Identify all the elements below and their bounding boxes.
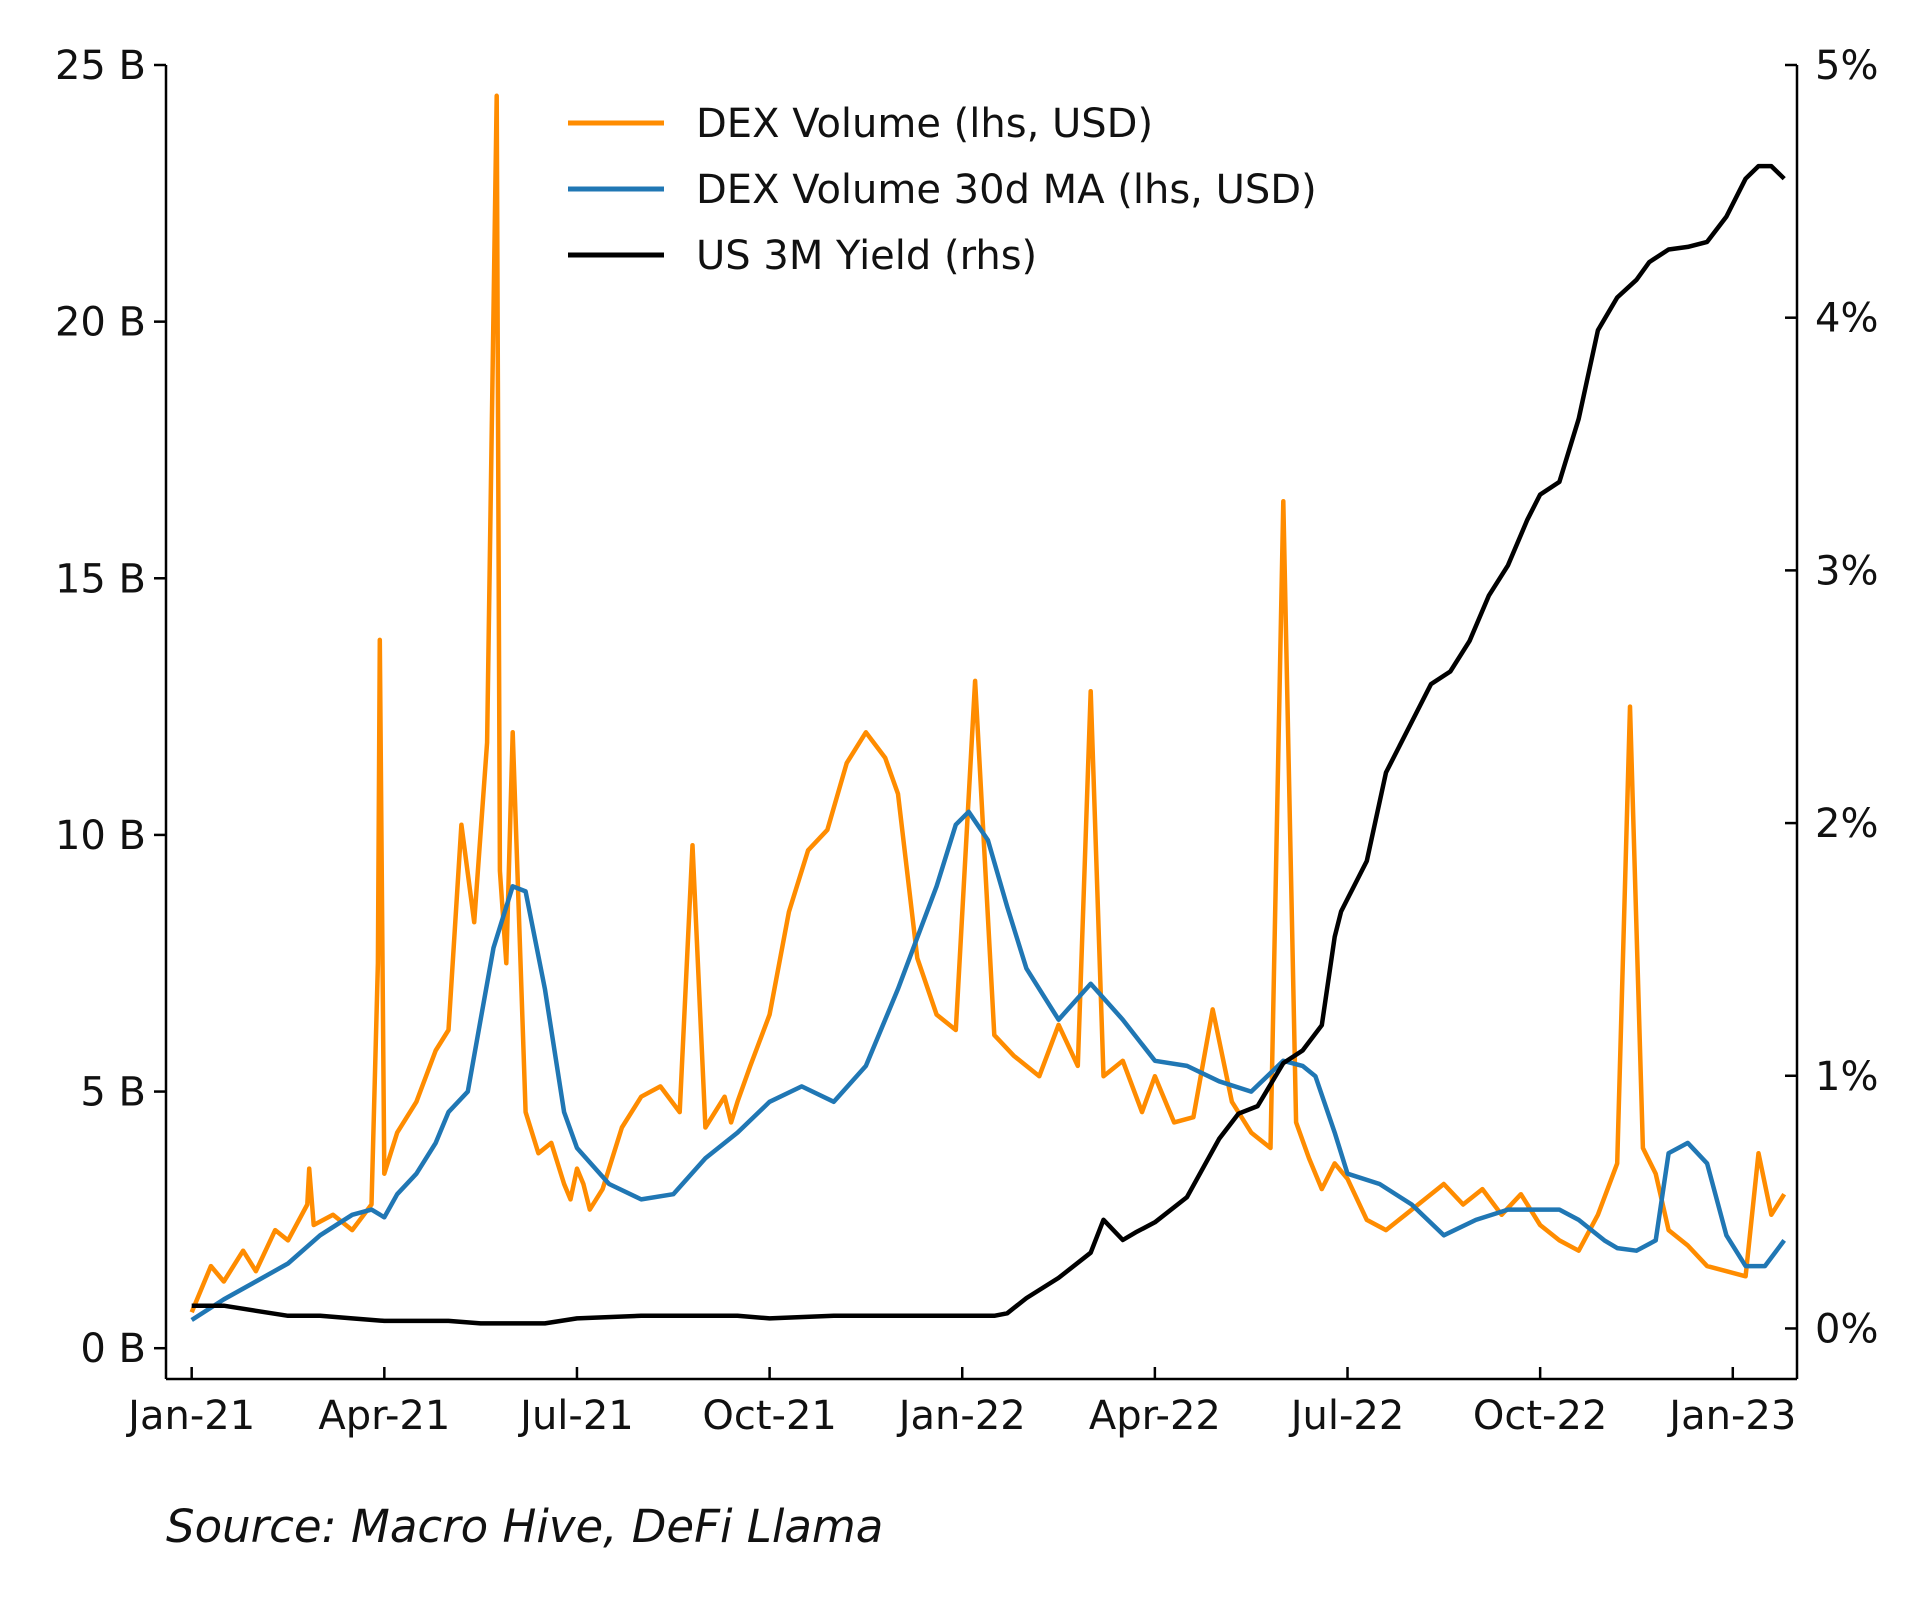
x-tick-label: Jul-22 — [1288, 1393, 1405, 1439]
legend: DEX Volume (lhs, USD) DEX Volume 30d MA … — [568, 101, 1317, 279]
left-tick-label: 20 B — [55, 300, 146, 346]
left-tick-label: 5 B — [80, 1070, 146, 1116]
right-tick-label: 0% — [1815, 1306, 1878, 1352]
right-tick-label: 3% — [1815, 548, 1878, 594]
right-tick-label: 5% — [1815, 43, 1878, 89]
right-tick-label: 4% — [1815, 296, 1878, 342]
x-tick-label: Jan-23 — [1666, 1393, 1796, 1439]
x-tick-label: Apr-21 — [318, 1393, 450, 1439]
right-tick-label: 2% — [1815, 801, 1878, 847]
x-tick-label: Jan-21 — [125, 1393, 255, 1439]
left-tick-label: 25 B — [55, 43, 146, 89]
axes: 0 B 5 B 10 B 15 B 20 B 25 B 0% 1% 2% 3% 4% 5% Jan-21… — [55, 43, 1879, 1439]
right-tick-label: 1% — [1815, 1054, 1878, 1100]
plot-lines — [189, 93, 1787, 1326]
left-tick-label: 10 B — [55, 813, 146, 859]
left-tick-label: 0 B — [80, 1326, 146, 1372]
x-tick-label: Jan-22 — [896, 1393, 1026, 1439]
x-tick-label: Jul-21 — [517, 1393, 634, 1439]
legend-label-dex-volume-ma: DEX Volume 30d MA (lhs, USD) — [696, 167, 1317, 213]
legend-label-us-3m-yield: US 3M Yield (rhs) — [696, 233, 1037, 279]
x-tick-label: Oct-21 — [702, 1393, 837, 1439]
legend-label-dex-volume: DEX Volume (lhs, USD) — [696, 101, 1153, 147]
x-tick-label: Apr-22 — [1089, 1393, 1221, 1439]
left-tick-label: 15 B — [55, 556, 146, 602]
x-tick-label: Oct-22 — [1473, 1393, 1608, 1439]
series-line-dex-volume-30d-ma — [190, 809, 1786, 1322]
source-note: Source: Macro Hive, DeFi Llama — [166, 1500, 884, 1553]
series-line-us-3m-yield — [191, 163, 1786, 1326]
series-line-dex-volume — [189, 93, 1787, 1314]
